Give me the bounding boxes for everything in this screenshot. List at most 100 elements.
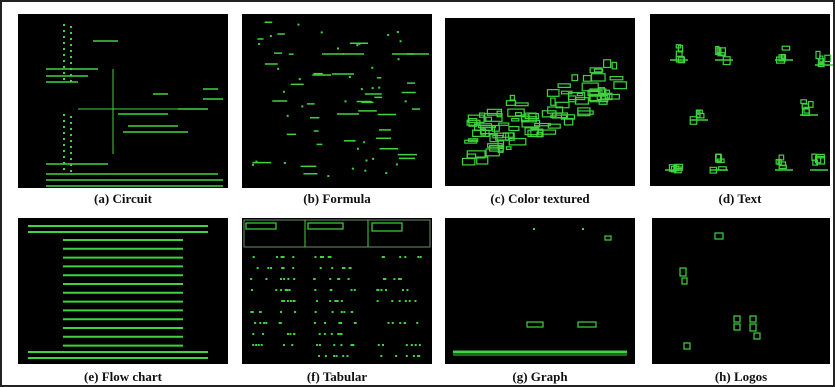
edge-dot [63,168,65,170]
edge-dot [70,134,72,136]
edge-dot [70,44,72,46]
edge-dot [349,76,351,78]
edge-dot [63,66,65,68]
edge-dot [280,278,282,280]
edge-dot [405,100,407,102]
panel: (e) Flow chart [18,218,228,384]
panel: (d) Text [650,14,833,206]
edge-dot [411,344,413,346]
edge-dot [363,141,365,143]
edge-dot [70,140,72,142]
panel-caption: (a) Circuit [94,191,153,206]
edge-dot [70,128,72,130]
edge-dot [283,256,285,258]
edge-dot [341,333,343,335]
edge-dot [316,344,318,346]
edge-dot [372,158,374,160]
edge-dot [281,256,283,258]
edge-dot [414,300,416,302]
edge-dot [380,289,382,291]
edge-dot [63,72,65,74]
edge-dot [400,278,402,280]
edge-dot [345,100,347,102]
figure: (a) Circuit(b) Formula(c) Color textured… [0,0,835,387]
edge-dot [259,322,261,324]
panel-image [18,14,228,188]
edge-dot [385,289,387,291]
edge-dot [380,355,382,357]
edge-dot [252,344,254,346]
edge-dot [348,278,350,280]
edge-dot [257,267,259,269]
edge-dot [364,170,366,172]
edge-dot [287,333,289,335]
edge-dot [70,158,72,160]
edge-dot [396,163,398,165]
edge-dot [252,311,254,313]
edge-dot [341,311,343,313]
edge-dot [340,344,342,346]
edge-dot [292,256,294,258]
panel-caption: (h) Logos [715,369,767,384]
edge-dot [287,115,289,117]
panel: (f) Tabular [242,218,432,384]
edge-dot [320,256,322,258]
edge-dot [333,344,335,346]
edge-dot [387,322,389,324]
edge-dot [70,62,72,64]
edge-dot [318,355,320,357]
edge-dot [258,344,260,346]
edge-dot [398,58,400,60]
edge-dot [392,322,394,324]
edge-dot [377,300,379,302]
edge-dot [265,322,267,324]
edge-dot [290,300,292,302]
edge-dot [70,56,72,58]
edge-dot [400,40,402,42]
edge-dot [399,256,401,258]
edge-dot [332,311,334,313]
edge-dot [63,150,65,152]
edge-dot [63,144,65,146]
edge-dot [292,267,294,269]
edge-dot [357,148,359,150]
edge-dot [314,289,316,291]
edge-dot [329,278,331,280]
edge-dot [70,50,72,52]
edge-dot [315,311,317,313]
edge-dot [255,161,257,163]
edge-dot [283,344,285,346]
edge-dot [319,344,321,346]
edge-dot [286,289,288,291]
panel: (c) Color textured [445,18,635,206]
edge-dot [331,333,333,335]
edge-dot [70,152,72,154]
edge-dot [338,278,340,280]
edge-dot [333,355,335,357]
panel-caption: (g) Graph [512,369,568,384]
edge-dot [284,162,286,164]
edge-dot [330,289,332,291]
edge-dot [399,322,401,324]
edge-dot [382,344,384,346]
edge-dot [63,48,65,50]
edge-dot [329,300,331,302]
edge-dot [336,300,338,302]
edge-dot [280,322,282,324]
edge-dot [316,300,318,302]
edge-dot [340,322,342,324]
edge-dot [277,68,279,70]
edge-dot [378,87,380,89]
edge-dot [324,322,326,324]
edge-dot [252,333,254,335]
edge-dot [352,168,354,170]
edge-dot [393,278,395,280]
edge-dot [280,311,282,313]
edge-dot [409,300,411,302]
edge-dot [337,333,339,335]
edge-dot [314,322,316,324]
edge-dot [270,267,272,269]
edge-dot [276,256,278,258]
edge-dot [420,256,422,258]
edge-dot [391,300,393,302]
